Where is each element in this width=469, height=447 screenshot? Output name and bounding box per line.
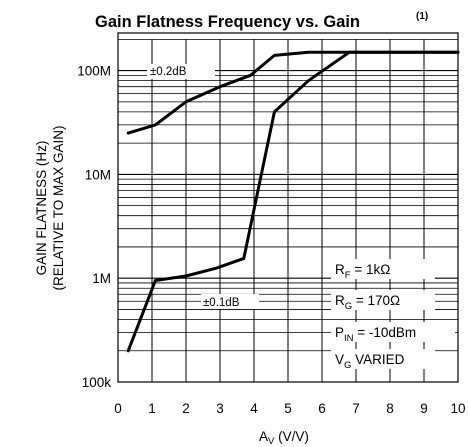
x-tick-label: 7: [352, 401, 360, 416]
legend-box-0.2db: [147, 64, 215, 79]
condition-subscript: G: [344, 360, 351, 371]
x-tick-label: 9: [420, 401, 428, 416]
x-tick-label: 8: [386, 401, 394, 416]
x-axis-label-unit: (V/V): [274, 429, 309, 444]
legend-box-0.1db: [201, 294, 259, 309]
condition-symbol: R: [335, 293, 345, 308]
condition-subscript: IN: [344, 333, 354, 344]
x-tick-label: 0: [114, 401, 122, 416]
y-tick-label: 1M: [92, 271, 111, 286]
condition-symbol: R: [335, 262, 345, 277]
chart-title: Gain Flatness Frequency vs. Gain: [95, 13, 360, 31]
condition-value: = 170Ω: [352, 293, 400, 308]
x-tick-label: 6: [318, 401, 326, 416]
condition-text: PIN = -10dBm: [335, 325, 416, 344]
x-axis-label-sub: V: [268, 436, 275, 447]
y-tick-label: 100k: [82, 375, 112, 390]
condition-symbol: P: [335, 325, 344, 340]
condition-value: = -10dBm: [354, 325, 417, 340]
axis-ticks: 0 1 2 3 4 5 6 7 8 9 10 100k 1M 10M 100M: [77, 64, 465, 416]
chart-title-note: (1): [416, 11, 428, 22]
condition-value: = 1kΩ: [351, 262, 391, 277]
condition-text: RF = 1kΩ: [335, 262, 390, 281]
condition-bg: [331, 259, 435, 279]
x-tick-label: 4: [250, 401, 258, 416]
y-tick-label: 10M: [85, 167, 111, 182]
condition-text: VG VARIED: [335, 352, 405, 371]
series-group: [126, 50, 460, 353]
x-tick-label: 1: [148, 401, 156, 416]
x-tick-label: 2: [182, 401, 190, 416]
x-axis-label: AV (V/V): [259, 429, 309, 447]
y-tick-label: 100M: [77, 64, 111, 79]
x-tick-label: 3: [216, 401, 224, 416]
annotation-0.1db: ±0.1dB: [203, 297, 240, 309]
y-axis-label-line1: GAIN FLATNESS (Hz): [34, 141, 49, 276]
condition-text: RG = 170Ω: [335, 293, 400, 312]
annotation-0.2db: ±0.2dB: [150, 66, 187, 78]
condition-subscript: G: [345, 301, 352, 312]
condition-bg: [331, 349, 435, 369]
series-line-1: [126, 50, 460, 135]
condition-symbol: V: [335, 352, 344, 367]
x-tick-label: 5: [284, 401, 292, 416]
plot-frame: [117, 32, 459, 383]
y-axis-label-line2: (RELATIVE TO MAX GAIN): [51, 125, 66, 290]
condition-value: VARIED: [351, 352, 404, 367]
series-line-2: [126, 50, 460, 353]
condition-bg: [331, 290, 435, 310]
x-axis-label-main: A: [259, 429, 268, 444]
condition-subscript: F: [345, 270, 351, 281]
x-tick-label: 10: [450, 401, 465, 416]
condition-bg: [331, 322, 455, 342]
